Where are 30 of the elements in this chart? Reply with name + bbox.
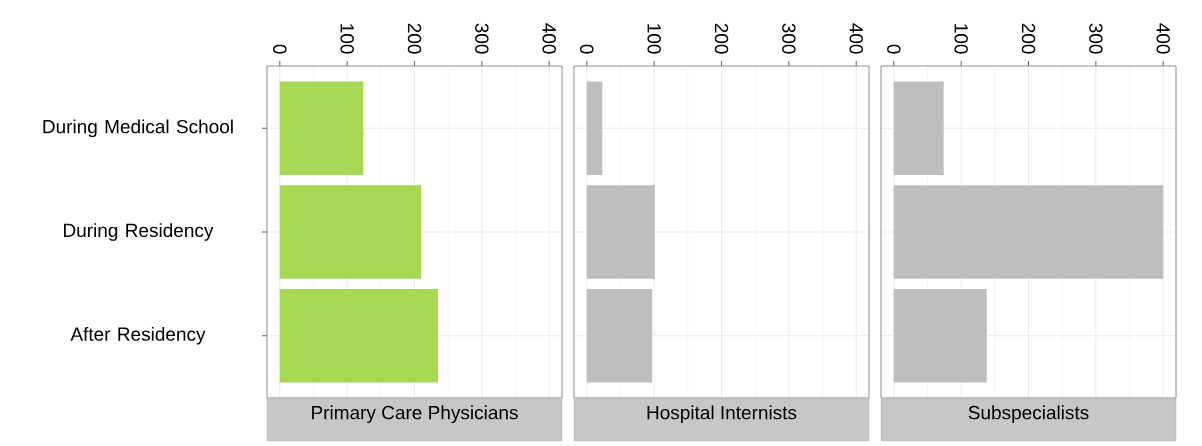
- bar: [279, 81, 364, 175]
- x-tick-label: 300: [475, 23, 489, 54]
- bar: [279, 185, 422, 279]
- x-tick-label: 200: [407, 23, 422, 54]
- bar: [893, 81, 944, 175]
- bar: [893, 185, 1164, 279]
- x-tick-label: 300: [1089, 23, 1103, 54]
- x-tick-label: 400: [1156, 23, 1170, 54]
- bar: [586, 289, 653, 383]
- x-tick-label: 200: [714, 23, 729, 54]
- x-tick-label: 400: [849, 23, 863, 54]
- text: Subspecialists: [968, 405, 1089, 424]
- x-tick-label: 0: [887, 44, 901, 54]
- x-tick-label: 200: [1021, 23, 1036, 54]
- y-tick-label: After Residency: [70, 326, 206, 345]
- x-tick-label: 100: [954, 24, 968, 54]
- bar: [279, 289, 439, 383]
- bar: [893, 289, 987, 383]
- x-tick-label: 100: [340, 24, 354, 54]
- x-tick-label: 0: [580, 44, 594, 54]
- text: Hospital Internists: [647, 405, 797, 424]
- x-tick-label: 100: [647, 24, 661, 54]
- y-tick-label: During Medical School: [43, 119, 233, 138]
- x-tick-label: 0: [273, 44, 287, 54]
- y-tick-label: During Residency: [64, 223, 214, 241]
- bar: [586, 185, 655, 279]
- text: Primary Care Physicians: [312, 405, 518, 424]
- x-tick-label: 300: [782, 23, 796, 54]
- x-tick-label: 400: [542, 23, 556, 54]
- bar: [586, 81, 603, 175]
